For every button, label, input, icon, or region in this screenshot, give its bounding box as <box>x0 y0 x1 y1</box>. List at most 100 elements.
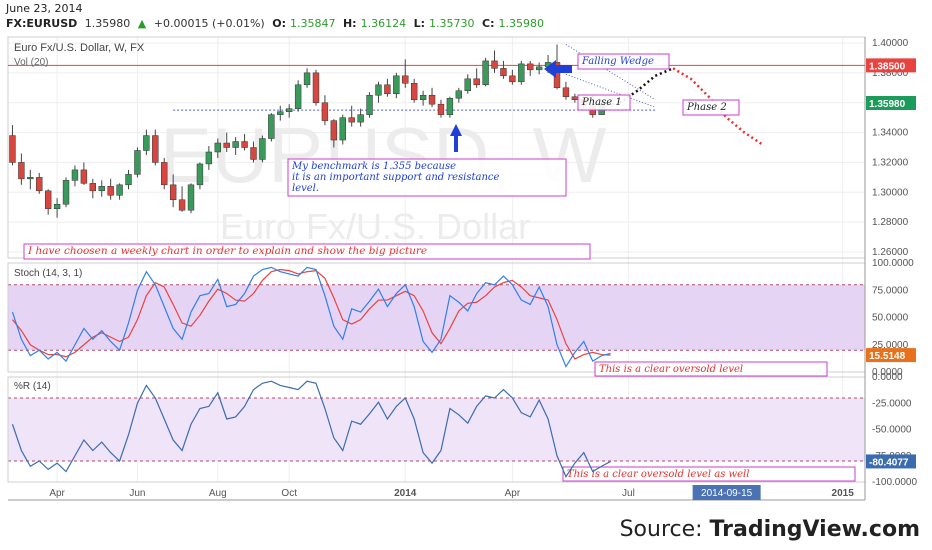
candle-body <box>107 186 114 196</box>
candle-body <box>491 60 498 69</box>
candle-body <box>509 75 516 83</box>
stoch-tick-label: 25.0000 <box>872 340 909 351</box>
candle-body <box>116 184 123 196</box>
high-value: 1.36124 <box>360 17 407 30</box>
falling-wedge-arrow-icon <box>544 60 572 78</box>
stoch-badge-bg <box>866 348 916 363</box>
weekly-note-box <box>23 243 591 260</box>
time-tick-label: Apr <box>49 488 65 499</box>
candle-body <box>303 72 311 86</box>
candle-body <box>402 75 409 84</box>
stoch-tick-label: 75.0000 <box>872 285 909 296</box>
candle-body <box>410 83 418 100</box>
stoch-tick-label: 0.0000 <box>872 367 903 378</box>
stoch-band <box>8 284 865 351</box>
candle-body <box>428 94 436 105</box>
candle-body <box>419 94 427 100</box>
candle-body <box>196 163 204 186</box>
stoch-tick-label: 50.0000 <box>872 313 909 324</box>
phase1-label-text: Phase 1 <box>581 97 622 108</box>
candle-body <box>321 102 329 121</box>
falling-wedge-label-box <box>577 53 670 70</box>
candle-body <box>500 68 507 77</box>
weekly-note-text: I have choosen a weekly chart in order t… <box>27 245 427 257</box>
candle-body <box>527 63 534 71</box>
candle-body <box>62 180 70 205</box>
candle-body <box>366 94 373 115</box>
stoch-tick-label: 100.0000 <box>872 258 914 269</box>
candle-body <box>562 87 570 97</box>
symbol-label[interactable]: FX:EURUSD <box>6 17 78 30</box>
stoch-note-text: This is a clear oversold level <box>599 364 743 375</box>
candle-body <box>375 84 382 96</box>
wr-band <box>8 398 865 461</box>
chart-date: June 23, 2014 <box>6 2 83 15</box>
projection-phase2 <box>672 67 764 146</box>
resistance-badge-label: 1.38500 <box>869 61 906 72</box>
credit-brand: TradingView.com <box>709 517 920 542</box>
candle-body <box>393 75 400 94</box>
candle-body <box>330 120 338 141</box>
wr-tick-label: -100.0000 <box>872 477 917 488</box>
time-tick-label: Oct <box>281 488 297 499</box>
benchmark-note-text: My benchmark is 1.355 because <box>291 161 456 172</box>
candle-body <box>9 135 16 163</box>
time-tick-label: 2015 <box>832 488 855 499</box>
stoch-title: Stoch (14, 3, 1) <box>14 268 82 279</box>
stoch-note-box <box>594 361 828 377</box>
last-price-badge-label: 1.35980 <box>869 99 906 110</box>
wr-title: %R (14) <box>14 381 51 392</box>
candle-body <box>187 184 195 211</box>
candle-body <box>241 141 248 148</box>
candle-body <box>214 142 221 153</box>
candle-body <box>437 103 445 115</box>
benchmark-arrow-icon <box>450 124 462 152</box>
benchmark-note-text: it is an important support and resistanc… <box>292 172 500 183</box>
candle-body <box>36 177 43 192</box>
price-tick-label: 1.34000 <box>872 128 909 139</box>
candle-body <box>27 177 34 180</box>
candle-body <box>384 84 391 94</box>
candle-body <box>535 66 543 71</box>
wedge-lower <box>565 73 656 108</box>
stoch-k-line <box>11 266 611 368</box>
resistance-badge-bg <box>866 58 916 73</box>
stoch-badge-label: 15.5148 <box>869 351 906 362</box>
candle-body <box>446 97 454 115</box>
wr-badge-label: -80.4077 <box>869 457 909 468</box>
candle-body <box>205 151 213 165</box>
time-tick-label: Aug <box>209 488 227 499</box>
candle-body <box>44 190 52 209</box>
phase1-label-box <box>577 94 631 111</box>
candle-body <box>455 90 463 99</box>
wedge-upper <box>565 44 656 101</box>
last-price: 1.35980 <box>84 17 131 30</box>
close-label: C: <box>482 17 495 30</box>
candle-body <box>286 108 293 112</box>
candle-body <box>161 162 168 186</box>
candle-body <box>277 111 284 115</box>
candle-body <box>134 150 141 175</box>
candle-body <box>80 169 88 184</box>
wr-tick-label: -25.0000 <box>872 398 912 409</box>
ohlc-line: FX:EURUSD 1.35980 ▲ +0.00015 (+0.01%) O:… <box>6 17 548 30</box>
up-arrow-icon: ▲ <box>137 17 147 30</box>
price-subtitle: Vol (20) <box>14 57 48 68</box>
open-label: O: <box>272 17 286 30</box>
candle-body <box>223 142 230 148</box>
falling-wedge-label-text: Falling Wedge <box>581 56 654 67</box>
price-tick-label: 1.32000 <box>872 157 909 168</box>
phase2-label-box <box>682 99 740 116</box>
candle-body <box>125 174 132 186</box>
benchmark-note-text: level. <box>292 183 319 194</box>
candle-body <box>89 183 97 192</box>
time-highlight-label: 2014-09-15 <box>701 488 753 499</box>
candle-body <box>169 184 177 201</box>
wr-note-text: This is a clear oversold level as well <box>567 469 749 480</box>
wr-badge-bg <box>866 454 916 469</box>
candle-body <box>232 141 239 148</box>
candle-body <box>53 203 61 209</box>
candle-body <box>268 114 275 139</box>
open-value: 1.35847 <box>289 17 336 30</box>
